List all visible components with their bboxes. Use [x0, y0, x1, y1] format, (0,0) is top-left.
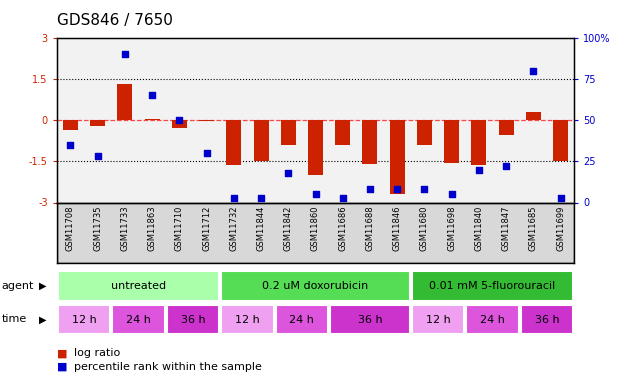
- Point: [474, 166, 484, 172]
- Bar: [63, 120, 78, 130]
- Text: 12 h: 12 h: [72, 315, 97, 325]
- Bar: [308, 120, 323, 175]
- Bar: [444, 120, 459, 163]
- Point: [201, 150, 211, 156]
- Bar: [553, 120, 568, 161]
- Point: [338, 195, 348, 201]
- Point: [147, 92, 157, 98]
- Bar: [335, 120, 350, 145]
- Text: GSM11686: GSM11686: [338, 206, 347, 251]
- Bar: [471, 120, 487, 165]
- Text: 12 h: 12 h: [426, 315, 451, 325]
- Point: [66, 142, 76, 148]
- Point: [283, 170, 293, 176]
- Point: [120, 51, 130, 57]
- Bar: [412, 305, 464, 334]
- Text: GSM11698: GSM11698: [447, 206, 456, 251]
- Bar: [526, 112, 541, 120]
- Text: GSM11847: GSM11847: [502, 206, 510, 251]
- Text: GSM11680: GSM11680: [420, 206, 429, 251]
- Text: ■: ■: [57, 362, 68, 372]
- Text: GSM11710: GSM11710: [175, 206, 184, 251]
- Text: GSM11735: GSM11735: [93, 206, 102, 251]
- Text: GSM11844: GSM11844: [257, 206, 266, 251]
- Text: 36 h: 36 h: [358, 315, 382, 325]
- Bar: [362, 120, 377, 164]
- Text: log ratio: log ratio: [74, 348, 121, 358]
- Bar: [90, 120, 105, 126]
- Text: GSM11860: GSM11860: [311, 206, 320, 251]
- Text: ■: ■: [57, 348, 68, 358]
- Bar: [417, 120, 432, 145]
- Text: 0.01 mM 5-fluorouracil: 0.01 mM 5-fluorouracil: [429, 281, 556, 291]
- Point: [174, 117, 184, 123]
- Bar: [254, 120, 269, 161]
- Text: GSM11708: GSM11708: [66, 206, 75, 251]
- Text: 36 h: 36 h: [180, 315, 205, 325]
- Point: [501, 163, 511, 169]
- Point: [365, 186, 375, 192]
- Text: 12 h: 12 h: [235, 315, 260, 325]
- Point: [392, 186, 402, 192]
- Text: 24 h: 24 h: [290, 315, 314, 325]
- Text: GSM11733: GSM11733: [121, 206, 129, 251]
- Text: GSM11846: GSM11846: [392, 206, 402, 251]
- Text: GSM11688: GSM11688: [365, 206, 374, 251]
- Bar: [227, 120, 241, 165]
- Text: ▶: ▶: [39, 315, 47, 324]
- Bar: [58, 271, 219, 301]
- Bar: [412, 271, 573, 301]
- Bar: [144, 118, 160, 120]
- Point: [447, 191, 457, 197]
- Text: 36 h: 36 h: [534, 315, 559, 325]
- Text: agent: agent: [1, 281, 33, 291]
- Text: GDS846 / 7650: GDS846 / 7650: [57, 13, 173, 28]
- Bar: [281, 120, 296, 145]
- Bar: [112, 305, 165, 334]
- Point: [555, 195, 565, 201]
- Point: [256, 195, 266, 201]
- Text: 0.2 uM doxorubicin: 0.2 uM doxorubicin: [262, 281, 369, 291]
- Text: 24 h: 24 h: [480, 315, 505, 325]
- Text: GSM11685: GSM11685: [529, 206, 538, 251]
- Text: GSM11840: GSM11840: [475, 206, 483, 251]
- Text: ▶: ▶: [39, 281, 47, 291]
- Bar: [390, 120, 404, 194]
- Point: [229, 195, 239, 201]
- Text: GSM11699: GSM11699: [556, 206, 565, 251]
- Bar: [221, 271, 410, 301]
- Bar: [117, 84, 133, 120]
- Bar: [167, 305, 219, 334]
- Text: GSM11863: GSM11863: [148, 206, 156, 251]
- Bar: [172, 120, 187, 128]
- Text: untreated: untreated: [111, 281, 166, 291]
- Point: [420, 186, 430, 192]
- Text: GSM11842: GSM11842: [284, 206, 293, 251]
- Bar: [498, 120, 514, 135]
- Bar: [466, 305, 519, 334]
- Point: [93, 153, 103, 159]
- Bar: [276, 305, 328, 334]
- Text: 24 h: 24 h: [126, 315, 151, 325]
- Point: [310, 191, 321, 197]
- Bar: [221, 305, 274, 334]
- Bar: [330, 305, 410, 334]
- Bar: [199, 120, 214, 122]
- Point: [528, 68, 538, 74]
- Text: GSM11712: GSM11712: [202, 206, 211, 251]
- Bar: [521, 305, 573, 334]
- Bar: [58, 305, 110, 334]
- Text: percentile rank within the sample: percentile rank within the sample: [74, 362, 262, 372]
- Text: time: time: [1, 315, 27, 324]
- Text: GSM11732: GSM11732: [229, 206, 239, 251]
